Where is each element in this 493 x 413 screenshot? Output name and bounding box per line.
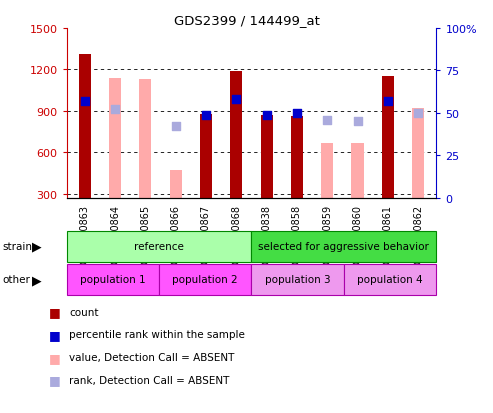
Point — [172, 124, 179, 131]
Text: ■: ■ — [49, 351, 61, 364]
Bar — [291, 116, 303, 198]
Text: rank, Detection Call = ABSENT: rank, Detection Call = ABSENT — [69, 375, 229, 385]
Point — [323, 117, 331, 123]
Text: selected for aggressive behavior: selected for aggressive behavior — [258, 242, 429, 252]
Text: population 4: population 4 — [357, 275, 423, 285]
Point — [232, 97, 240, 103]
Bar — [321, 143, 333, 198]
Bar — [230, 72, 243, 198]
Text: population 3: population 3 — [265, 275, 330, 285]
Bar — [140, 80, 151, 198]
Text: percentile rank within the sample: percentile rank within the sample — [69, 330, 245, 339]
Text: strain: strain — [2, 242, 33, 252]
Bar — [170, 171, 182, 198]
Text: reference: reference — [134, 242, 184, 252]
Text: ■: ■ — [49, 305, 61, 318]
Point — [293, 110, 301, 117]
Text: ▶: ▶ — [32, 240, 42, 253]
Bar — [79, 55, 91, 198]
Point — [202, 112, 210, 119]
Text: value, Detection Call = ABSENT: value, Detection Call = ABSENT — [69, 352, 234, 362]
Text: other: other — [2, 275, 31, 285]
Text: ■: ■ — [49, 373, 61, 387]
Bar — [260, 116, 273, 198]
Bar — [200, 114, 212, 198]
Bar — [352, 143, 363, 198]
Text: ■: ■ — [49, 328, 61, 341]
Point — [353, 119, 361, 125]
Bar — [109, 78, 121, 198]
Point — [111, 107, 119, 114]
Text: population 2: population 2 — [173, 275, 238, 285]
Point — [81, 98, 89, 105]
Text: ▶: ▶ — [32, 273, 42, 286]
Bar — [412, 109, 424, 198]
Point — [263, 112, 271, 119]
Point — [414, 110, 422, 117]
Text: GDS2399 / 144499_at: GDS2399 / 144499_at — [174, 14, 319, 27]
Text: population 1: population 1 — [80, 275, 145, 285]
Point — [384, 98, 392, 105]
Bar — [382, 76, 394, 198]
Text: count: count — [69, 307, 99, 317]
